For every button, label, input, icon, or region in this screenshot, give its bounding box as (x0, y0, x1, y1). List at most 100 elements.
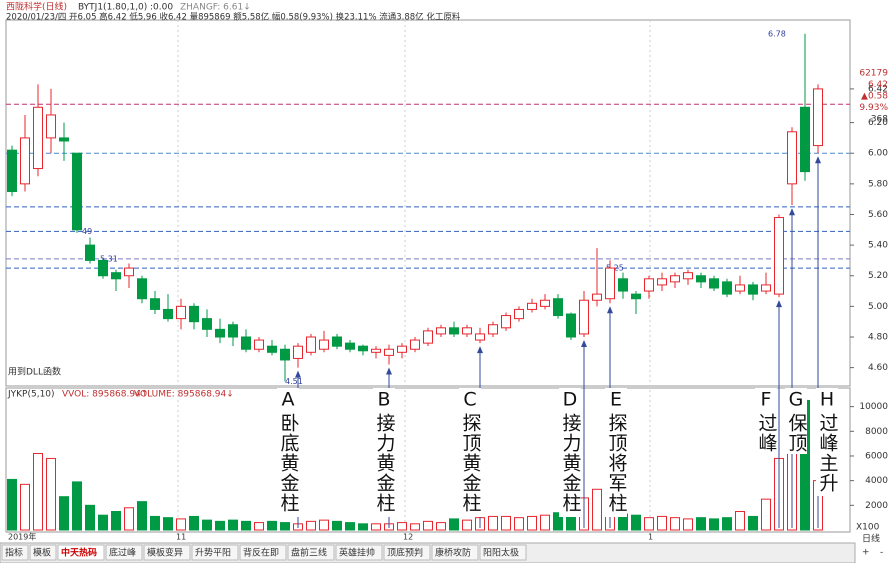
volume-bar (319, 519, 329, 531)
candle-body (150, 298, 160, 310)
tab-label[interactable]: 指标 (5, 547, 23, 559)
volume-tick-label: 2000 (865, 501, 888, 511)
tab-label[interactable]: 英雄挂帅 (339, 547, 375, 559)
annotation-letter: E (610, 389, 622, 411)
candle-body (423, 330, 433, 344)
annotation-letter: H (820, 389, 834, 411)
volume-bar (202, 519, 212, 531)
plus-button[interactable]: + (862, 548, 870, 558)
volume-bar (748, 515, 758, 531)
annotation-letter: C (463, 389, 476, 411)
volume-bar (137, 501, 147, 531)
candle-body (293, 345, 303, 359)
candle-body (20, 137, 30, 185)
volume-bar (436, 522, 446, 531)
candle-body (579, 299, 589, 335)
volume-pane (5, 387, 851, 533)
volume-bar (631, 514, 641, 531)
tab-label[interactable]: 康桥攻防 (435, 547, 471, 559)
y-tick-label: 5.80 (868, 179, 888, 189)
annotation-text: 探顶将军柱 (606, 413, 628, 513)
volume-bar (527, 515, 537, 531)
candle-body (202, 318, 212, 330)
y-tick-label: 5.40 (868, 241, 888, 251)
volume-bar (20, 483, 30, 531)
tab-label[interactable]: 中天热码 (61, 547, 97, 559)
volume-bar (267, 520, 277, 531)
volume-bar (462, 519, 472, 531)
candle-body (280, 348, 290, 361)
candle-body (774, 217, 784, 295)
stock-title: 西陇科学(日线) (6, 1, 67, 13)
tab[interactable] (143, 544, 191, 561)
candle-body (475, 333, 485, 341)
volume-bar (59, 496, 69, 531)
y-tick-label: 5.60 (868, 210, 888, 220)
candle-body (254, 339, 264, 350)
tab[interactable] (191, 544, 239, 561)
volume-bar (488, 515, 498, 531)
candle-body (371, 348, 381, 353)
tab[interactable] (287, 544, 335, 561)
candle-body (657, 278, 667, 286)
candle-body (215, 328, 225, 338)
quote-value: 6.42 (868, 80, 888, 90)
volume-bar (228, 519, 238, 531)
price-label: 5.31 (100, 254, 118, 263)
tab[interactable] (57, 544, 105, 561)
tab[interactable] (335, 544, 383, 561)
tab[interactable] (29, 544, 57, 561)
candle-body (319, 339, 329, 350)
tab[interactable] (431, 544, 479, 561)
volume-bar (761, 498, 771, 531)
candle-body (410, 339, 420, 350)
y-tick-label: 5.20 (868, 271, 888, 281)
candle-body (592, 293, 602, 301)
tab-label[interactable]: 阳阳太极 (483, 547, 519, 559)
candle-body (85, 244, 95, 261)
candle-body (813, 88, 823, 147)
candle-body (189, 305, 199, 323)
volume-bar (657, 515, 667, 531)
zhangf: ZHANGF: 6.61↓ (180, 3, 251, 13)
annotation-text: 保顶 (786, 413, 808, 453)
volume-label: VOLUME: 895868.94↓ (134, 390, 234, 400)
volume-bar (683, 518, 693, 531)
volume-bar (696, 517, 706, 531)
minus-button[interactable]: - (880, 548, 883, 558)
tab-label[interactable]: 底过峰 (109, 547, 136, 559)
annotation-bg (785, 388, 807, 454)
candle-body (800, 106, 810, 173)
volume-bar (553, 512, 563, 531)
volume-bar (722, 517, 732, 531)
quote-value: 62179 (859, 69, 888, 79)
tab-label[interactable]: 背反在即 (243, 547, 279, 559)
tab[interactable] (105, 544, 143, 561)
candle-body (7, 149, 17, 193)
volume-bar (670, 517, 680, 531)
tab-label[interactable]: 顶底预判 (387, 547, 423, 559)
tab[interactable] (479, 544, 527, 561)
annotation-text: 探顶黄金柱 (460, 413, 482, 513)
tab-label[interactable]: 模板 (33, 547, 51, 559)
volume-bar (306, 520, 316, 531)
tab-label[interactable]: 盘前三线 (291, 547, 327, 559)
volume-tick-label: 8000 (865, 427, 888, 437)
annotation-bg (277, 388, 299, 517)
tab[interactable] (239, 544, 287, 561)
tab[interactable] (383, 544, 431, 561)
x-label: 1 (648, 533, 653, 542)
price-label: 49 (82, 227, 92, 236)
volume-bar (254, 522, 264, 531)
arrow-head (776, 300, 782, 308)
tab-label[interactable]: 模板变异 (147, 547, 183, 559)
candle-body (462, 327, 472, 335)
volume-bar (592, 488, 602, 531)
candle-body (176, 305, 186, 320)
annotation-text: 卧底黄金柱 (278, 413, 300, 513)
tab[interactable] (1, 544, 29, 561)
candle-body (566, 313, 576, 338)
tab-label[interactable]: 升势平阳 (195, 547, 231, 559)
x-label: 12 (403, 533, 413, 542)
